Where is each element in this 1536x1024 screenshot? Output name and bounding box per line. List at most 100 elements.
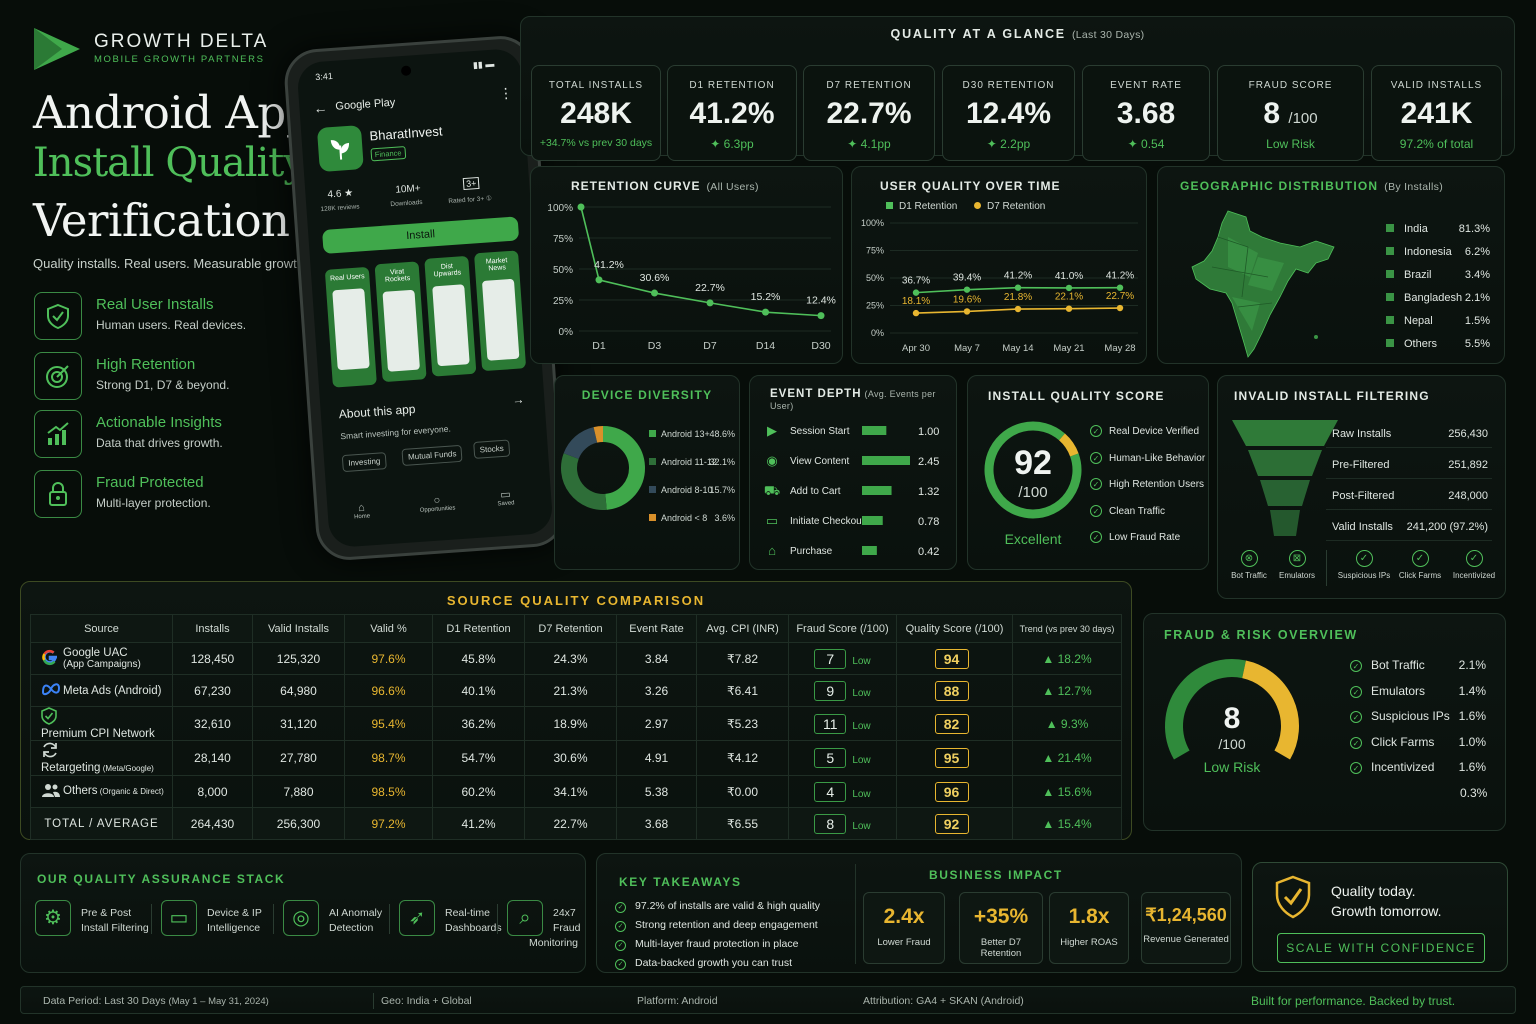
table-row[interactable]: Retargeting (Meta/Google) 28,140 27,780 98.… (30, 740, 1122, 777)
fraud-risk-label: Low Risk (1203, 759, 1261, 775)
point-label: 19.6% (953, 294, 981, 305)
quality-score-gauge (984, 421, 1082, 519)
quality-at-a-glance-panel: QUALITY AT A GLANCE (Last 30 Days) TOTAL … (520, 16, 1515, 161)
cell-quality-score: 95 (896, 740, 1013, 777)
takeaway-item: ✓ Multi-layer fraud protection in place (615, 938, 798, 951)
panel-title: FRAUD & RISK OVERVIEW (1164, 628, 1358, 642)
footer-tagline: Built for performance. Backed by trust. (1251, 994, 1456, 1008)
event-label: Add to Cart (790, 486, 841, 497)
nav-opportunities[interactable]: ○ Opportunities (419, 493, 456, 513)
cell-quality-score: 88 (896, 674, 1013, 707)
data-point (577, 203, 585, 211)
cell-fraud-score: 4 Low (788, 775, 897, 809)
table-row[interactable]: Others (Organic & Direct) 8,000 7,880 98.5%… (30, 775, 1122, 809)
kpi-d30-retention: D30 RETENTION 12.4% ✦ 2.2pp (942, 65, 1075, 161)
cta-line1: Quality today. (1331, 883, 1416, 899)
data-point (963, 286, 971, 293)
event-chart: ▶ Session Start 1.00 ◉ View Content 2.45 ⛟ Add … (764, 423, 940, 558)
point-label: 18.1% (902, 296, 930, 307)
event-label: Session Start (790, 426, 850, 437)
cart-icon: ⛟ (764, 483, 780, 498)
column-header[interactable]: Quality Score (/100) (896, 614, 1013, 643)
x-tick-label: D14 (756, 340, 775, 352)
kpi-value: 3.68 (1116, 97, 1176, 130)
point-label: 41.2% (1004, 271, 1032, 282)
feature-retention: High Retention Strong D1, D7 & beyond. (34, 352, 304, 400)
legend-value: 3.6% (714, 513, 735, 523)
check-circle-icon: ✓ (1411, 550, 1429, 567)
data-point (1065, 305, 1073, 312)
takeaway-text: 97.2% of installs are valid & high quali… (635, 900, 821, 912)
filter-row: Pre-Filtered 251,892 (1326, 451, 1492, 479)
filter-value: 241,200 (97.2%) (1406, 521, 1488, 533)
about-title[interactable]: About this app (338, 401, 416, 422)
divider (497, 904, 498, 934)
panel-title: DEVICE DIVERSITY (581, 388, 713, 402)
column-header[interactable]: Source (30, 614, 173, 643)
column-header[interactable]: Installs (172, 614, 253, 643)
quality-badge: 95 (934, 748, 969, 769)
column-header[interactable]: Event Rate (616, 614, 697, 643)
users-icon (41, 782, 63, 801)
column-header[interactable]: D7 Retention (524, 614, 617, 643)
geo-name: Bangladesh (1404, 292, 1463, 304)
cell-valid-pct: 98.5% (344, 775, 433, 809)
table-row[interactable]: Google UAC (App Campaigns) 128,450 125,320 9… (30, 642, 1122, 675)
screenshot-caption: Dist Upwards (433, 262, 462, 279)
kpi-label: VALID INSTALLS (1390, 80, 1483, 91)
filter-name: Emulators (1278, 571, 1315, 580)
brand-name: GROWTH DELTA (94, 31, 269, 52)
scale-button[interactable]: SCALE WITH CONFIDENCE (1277, 933, 1485, 963)
screenshot-caption: Virat Rockets (384, 268, 411, 284)
check-circle-icon: ✓ (615, 902, 626, 913)
cell-event: 3.84 (616, 642, 697, 675)
event-label: View Content (790, 456, 850, 467)
geo-name: Nepal (1404, 315, 1433, 327)
check-circle-icon: ✓ (1350, 660, 1362, 672)
install-button[interactable]: Install (322, 216, 520, 254)
chip-investing[interactable]: Investing (341, 452, 387, 473)
footer-platform: Platform: Android (637, 995, 718, 1007)
column-header[interactable]: Fraud Score (/100) (788, 614, 897, 643)
impact-label: Better D7 Retention (980, 937, 1022, 959)
cell-trend: ▲ 15.4% (1012, 807, 1122, 841)
chip-mutual-funds[interactable]: Mutual Funds (401, 444, 463, 466)
geo-item: Others 5.5% (1386, 338, 1490, 350)
cell-d7: 24.3% (524, 642, 617, 675)
column-header[interactable]: D1 Retention (432, 614, 525, 643)
column-header[interactable]: Valid Installs (252, 614, 345, 643)
geo-swatch (1386, 224, 1394, 232)
cell-valid: 7,880 (252, 775, 345, 809)
x-tick-label: Apr 30 (902, 343, 930, 354)
takeaway-text: Multi-layer fraud protection in place (635, 938, 799, 950)
filter-label: Raw Installs (1332, 428, 1392, 440)
table-row[interactable]: Premium CPI Network 32,610 31,120 95.4% 36.2… (30, 705, 1122, 742)
column-header[interactable]: Trend (vs prev 30 days) (1012, 614, 1122, 643)
nav-home[interactable]: ⌂ Home (353, 501, 370, 521)
india-map-icon (1188, 207, 1338, 367)
app-age-rating: 3+ (462, 176, 480, 191)
point-label: 41.2% (594, 259, 624, 271)
nav-saved[interactable]: ▭ Saved (496, 487, 514, 508)
column-header[interactable]: Avg. CPI (INR) (696, 614, 789, 643)
more-icon[interactable]: ⋮ (498, 84, 514, 102)
feature-sub: Strong D1, D7 & beyond. (96, 378, 230, 392)
y-tick-label: 100% (547, 203, 573, 214)
table-row[interactable]: Meta Ads (Android) 67,230 64,980 96.6% 40.1%… (30, 674, 1122, 707)
geo-pct: 2.1% (1464, 292, 1490, 304)
point-label: 22.1% (1055, 292, 1083, 303)
back-arrow-icon[interactable]: ← (312, 99, 329, 117)
kpi-sub: ✦ 0.54 (1127, 137, 1165, 151)
geo-item: Brazil 3.4% (1386, 269, 1490, 281)
chip-stocks[interactable]: Stocks (473, 439, 511, 459)
cell-valid-pct: 97.2% (344, 807, 433, 841)
hero-title-line2: Install Quality (33, 140, 306, 186)
kpi-value: 41.2% (689, 97, 775, 130)
event-bar (862, 516, 883, 525)
about-arrow-icon[interactable]: → (511, 392, 525, 408)
column-header[interactable]: Valid % (344, 614, 433, 643)
source-cell: TOTAL / AVERAGE (30, 807, 173, 841)
table-total-row[interactable]: TOTAL / AVERAGE 264,430 256,300 97.2% 41.2% 2… (30, 807, 1122, 841)
footer-geo: Geo: India + Global (381, 995, 472, 1007)
fraud-item-name: Suspicious IPs (1371, 709, 1450, 723)
